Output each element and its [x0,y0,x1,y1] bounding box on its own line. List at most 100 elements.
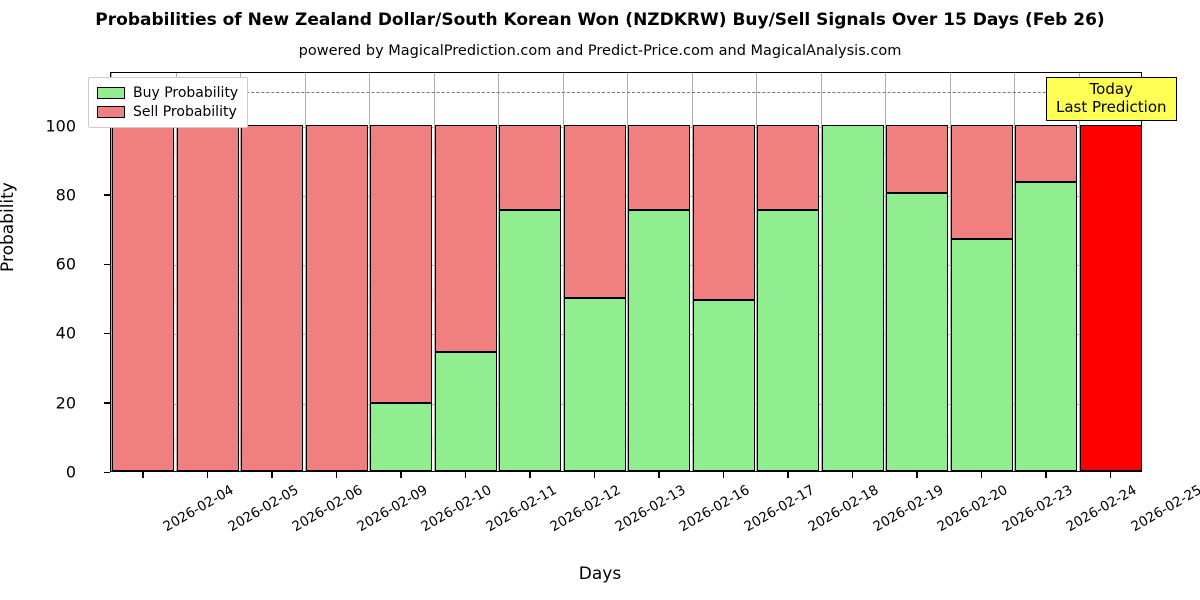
x-tick-label: 2026-02-12 [547,482,624,536]
bar-group[interactable] [1079,73,1141,471]
chart-title: Probabilities of New Zealand Dollar/Sout… [95,10,1105,30]
grid-line-horizontal [111,195,1141,197]
bar-segment-sell[interactable] [176,124,239,471]
grid-line-vertical [369,73,370,471]
grid-line-horizontal [111,403,1141,405]
bar-segment-buy[interactable] [1015,182,1078,471]
x-tick-label: 2026-02-11 [483,482,560,536]
bar-segment-sell[interactable] [628,124,691,211]
x-tick-label: 2026-02-19 [870,482,947,536]
x-tick-label: 2026-02-25 [1128,482,1200,536]
grid-line-vertical [1014,73,1015,471]
bar-segment-sell[interactable] [241,124,304,471]
chart-legend: Buy Probability Sell Probability [88,77,249,128]
bar-group[interactable] [1015,73,1078,471]
grid-line-vertical [756,73,757,471]
grid-line-horizontal [111,126,1141,128]
bar-group[interactable] [176,73,239,471]
x-tick-mark [1109,472,1112,478]
x-tick-label: 2026-02-06 [289,482,366,536]
x-tick-mark [851,472,854,478]
legend-color-swatch [97,105,125,118]
bar-segment-buy[interactable] [692,300,755,471]
grid-line-vertical [950,73,951,471]
bar-segment-sell[interactable] [305,124,368,471]
grid-line-vertical [627,73,628,471]
bar-group[interactable] [499,73,562,471]
bar-segment-buy[interactable] [950,238,1013,471]
legend-label: Buy Probability [133,84,239,101]
bar-segment-buy[interactable] [886,192,949,471]
bar-group[interactable] [241,73,304,471]
bar-group[interactable] [757,73,820,471]
bar-group[interactable] [950,73,1013,471]
bar-group[interactable] [628,73,691,471]
today-annotation-line2: Last Prediction [1056,97,1167,116]
x-tick-label: 2026-02-24 [1063,482,1140,536]
bar-group[interactable] [821,73,884,471]
bar-group[interactable] [563,73,626,471]
bar-group[interactable] [886,73,949,471]
grid-line-horizontal [111,334,1141,336]
grid-line-vertical [498,73,499,471]
y-axis-label: Probability [0,182,18,272]
bar-segment-buy[interactable] [563,297,626,471]
x-tick-mark [980,472,983,478]
x-tick-label: 2026-02-18 [805,482,882,536]
bar-segment-sell[interactable] [757,124,820,211]
x-tick-mark [593,472,596,478]
x-tick-mark [916,472,918,478]
grid-line-vertical [240,73,241,471]
x-tick-label: 2026-02-23 [999,482,1076,536]
x-tick-mark [335,472,338,478]
grid-line-vertical [821,73,822,471]
bar-segment-sell[interactable] [499,124,562,211]
x-tick-mark [400,472,402,478]
y-tick-label: 0 [65,462,76,482]
x-tick-mark [658,472,660,478]
bar-segment-sell[interactable] [692,124,755,301]
bar-group[interactable] [112,73,175,471]
x-tick-label: 2026-02-13 [612,482,689,536]
grid-line-vertical [1079,73,1080,471]
x-tick-mark [271,472,273,478]
bar-group[interactable] [370,73,433,471]
bar-segment-sell[interactable] [370,124,433,404]
y-tick-mark [104,471,110,473]
x-axis-label: Days [578,564,622,584]
grid-line-horizontal [111,265,1141,267]
bar-segment-sell[interactable] [112,124,175,471]
grid-line-vertical [434,73,435,471]
grid-line-vertical [885,73,886,471]
bar-group[interactable] [434,73,497,471]
grid-line-vertical [692,73,693,471]
x-tick-mark [464,472,467,478]
bar-segment-sell[interactable] [563,124,626,298]
today-annotation: Today Last Prediction [1046,77,1177,122]
bar-segment-buy[interactable] [821,124,884,471]
bar-group[interactable] [305,73,368,471]
legend-color-swatch [97,86,125,99]
bar-segment-buy[interactable] [628,210,691,471]
bar-segment-sell[interactable] [950,124,1013,239]
y-tick-label: 20 [55,393,76,413]
bar-segment-buy[interactable] [757,210,820,471]
x-tick-label: 2026-02-10 [418,482,495,536]
x-tick-mark [142,472,144,478]
x-tick-mark [206,472,209,478]
bar-group[interactable] [692,73,755,471]
bar-segment-sell[interactable] [886,124,949,193]
bar-segment-buy[interactable] [370,403,433,471]
x-tick-label: 2026-02-09 [354,482,431,536]
bar-segment-buy[interactable] [499,210,562,471]
x-tick-label: 2026-02-16 [676,482,753,536]
legend-item: Buy Probability [97,83,238,102]
grid-line-vertical [563,73,564,471]
bar-segment-buy[interactable] [434,352,497,471]
x-tick-label: 2026-02-17 [741,482,818,536]
y-tick-mark [104,194,110,196]
bar-segment-sell[interactable] [1015,124,1078,183]
bar-segment-sell[interactable] [434,124,497,353]
bar-segment-today[interactable] [1079,124,1141,471]
x-tick-mark [722,472,725,478]
